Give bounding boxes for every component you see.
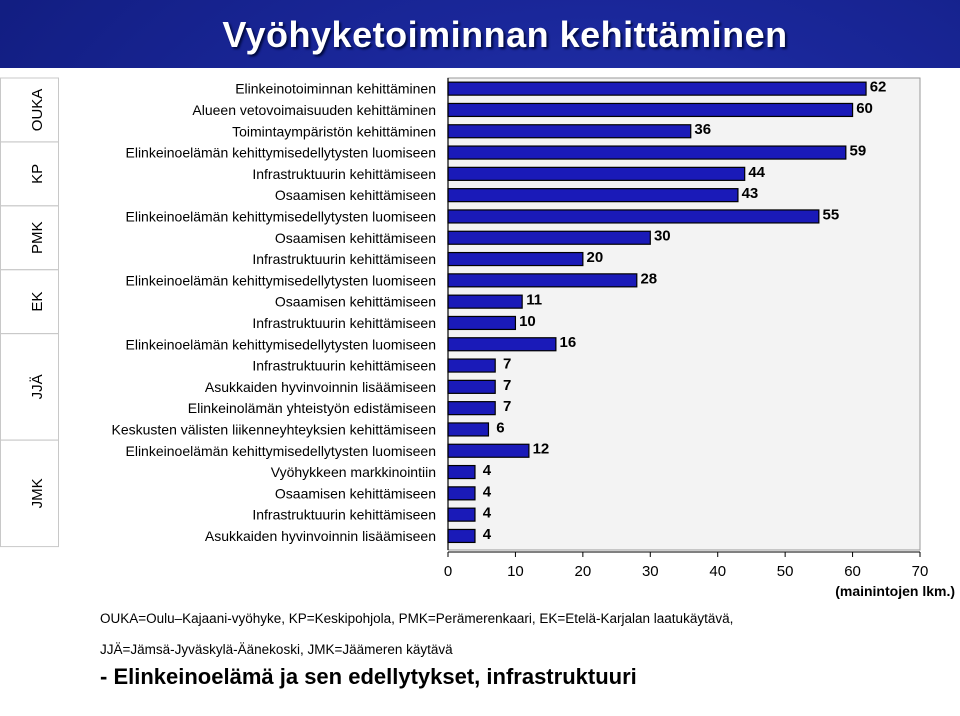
x-tick-label: 20 bbox=[575, 563, 592, 580]
group-label-pmk: PMK bbox=[29, 221, 46, 254]
bar bbox=[447, 166, 746, 181]
bar bbox=[447, 124, 692, 139]
bar bbox=[447, 507, 476, 522]
bar bbox=[447, 528, 476, 544]
value-label: 36 bbox=[694, 121, 711, 138]
category-label: Toimintaympäristön kehittäminen bbox=[232, 123, 436, 139]
x-tick-label: 10 bbox=[507, 563, 524, 580]
group-label-jmk: JMK bbox=[29, 478, 46, 508]
x-tick-label: 70 bbox=[912, 563, 929, 580]
page-title: Vyöhyketoiminnan kehittäminen bbox=[222, 14, 788, 55]
value-label: 4 bbox=[483, 505, 492, 522]
value-label: 12 bbox=[533, 441, 550, 458]
bar bbox=[447, 486, 476, 501]
group-label-kp: KP bbox=[29, 164, 46, 184]
category-label: Alueen vetovoimaisuuden kehittäminen bbox=[192, 102, 436, 118]
value-label: 10 bbox=[519, 313, 536, 330]
category-label: Vyöhykkeen markkinointiin bbox=[271, 464, 436, 480]
value-label: 62 bbox=[870, 79, 887, 96]
value-label: 4 bbox=[483, 483, 492, 500]
value-label: 44 bbox=[748, 164, 765, 181]
bar bbox=[447, 145, 847, 160]
group-label-ek: EK bbox=[29, 292, 46, 312]
value-label: 7 bbox=[503, 398, 511, 415]
bar bbox=[447, 102, 854, 118]
x-tick-label: 0 bbox=[444, 563, 452, 580]
bar bbox=[447, 251, 584, 267]
value-label: 43 bbox=[742, 185, 759, 202]
bar bbox=[447, 379, 496, 394]
category-label: Elinkeinoelämän kehittymisedellytysten l… bbox=[126, 272, 437, 288]
x-tick-label: 30 bbox=[642, 563, 659, 580]
value-label: 4 bbox=[483, 462, 492, 479]
x-axis-title: (mainintojen lkm.) bbox=[835, 583, 955, 599]
category-label: Infrastruktuurin kehittämiseen bbox=[252, 315, 436, 331]
value-label: 16 bbox=[560, 334, 577, 351]
category-label: Osaamisen kehittämiseen bbox=[275, 187, 436, 203]
x-tick-label: 40 bbox=[709, 563, 726, 580]
bar bbox=[447, 422, 490, 437]
bar-chart: OUKA KP PMK EK JJÄ JMK Elinkeinotoiminnan kehi… bbox=[0, 77, 955, 599]
category-label: Osaamisen kehittämiseen bbox=[275, 230, 436, 246]
summary-text: - Elinkeinoelämä ja sen edellytykset, in… bbox=[100, 664, 637, 689]
category-label: Asukkaiden hyvinvoinnin lisäämiseen bbox=[205, 528, 436, 544]
value-label: 55 bbox=[823, 206, 840, 223]
x-tick-label: 60 bbox=[844, 563, 861, 580]
bar bbox=[447, 230, 651, 245]
value-label: 11 bbox=[526, 292, 542, 309]
bar bbox=[447, 294, 523, 309]
category-label: Elinkeinoelämän kehittymisedellytysten l… bbox=[126, 208, 437, 224]
category-label: Infrastruktuurin kehittämiseen bbox=[252, 507, 436, 523]
category-label: Elinkeinoelämän kehittymisedellytysten l… bbox=[126, 145, 437, 161]
legend-line-1: OUKA=Oulu–Kajaani-vyöhyke, KP=Keskipohjo… bbox=[100, 611, 734, 626]
bar bbox=[447, 337, 557, 352]
category-label: Infrastruktuurin kehittämiseen bbox=[252, 251, 436, 267]
bar bbox=[447, 188, 739, 203]
value-label: 60 bbox=[856, 100, 873, 117]
category-label: Elinkeinoelämän kehittymisedellytysten l… bbox=[126, 336, 437, 352]
value-label: 30 bbox=[654, 228, 671, 245]
group-frame-jmk bbox=[0, 439, 59, 548]
category-label: Keskusten välisten liikenneyhteyksien ke… bbox=[111, 421, 436, 437]
category-label: Asukkaiden hyvinvoinnin lisäämiseen bbox=[205, 379, 436, 395]
x-tick-label: 50 bbox=[777, 563, 794, 580]
group-label-jjä: JJÄ bbox=[29, 374, 46, 399]
value-label: 7 bbox=[503, 356, 511, 373]
value-label: 7 bbox=[503, 377, 511, 394]
category-label: Infrastruktuurin kehittämiseen bbox=[252, 358, 436, 374]
category-label: Elinkeinotoiminnan kehittäminen bbox=[235, 81, 436, 97]
legend-line-2: JJÄ=Jämsä-Jyväskylä-Äänekoski, JMK=Jääme… bbox=[100, 642, 453, 657]
bar bbox=[447, 401, 496, 416]
bar bbox=[447, 209, 820, 224]
value-label: 59 bbox=[849, 143, 866, 160]
category-label: Osaamisen kehittämiseen bbox=[275, 485, 436, 501]
bar bbox=[447, 464, 476, 480]
bar bbox=[447, 273, 638, 288]
bar bbox=[447, 315, 517, 331]
value-label: 20 bbox=[587, 249, 604, 266]
category-label: Infrastruktuurin kehittämiseen bbox=[252, 166, 436, 182]
category-label: Osaamisen kehittämiseen bbox=[275, 294, 436, 310]
value-label: 28 bbox=[640, 270, 657, 287]
group-label-ouka: OUKA bbox=[29, 89, 46, 132]
category-label: Elinkeinolämän yhteistyön edistämiseen bbox=[188, 400, 436, 416]
value-label: 4 bbox=[483, 526, 492, 543]
bar bbox=[447, 358, 496, 373]
bar bbox=[447, 81, 867, 96]
bar bbox=[447, 443, 530, 458]
legend-box: OUKA=Oulu–Kajaani-vyöhyke, KP=Keskipohjo… bbox=[93, 604, 828, 666]
category-label: Elinkeinoelämän kehittymisedellytysten l… bbox=[126, 443, 437, 459]
value-label: 6 bbox=[496, 419, 504, 436]
